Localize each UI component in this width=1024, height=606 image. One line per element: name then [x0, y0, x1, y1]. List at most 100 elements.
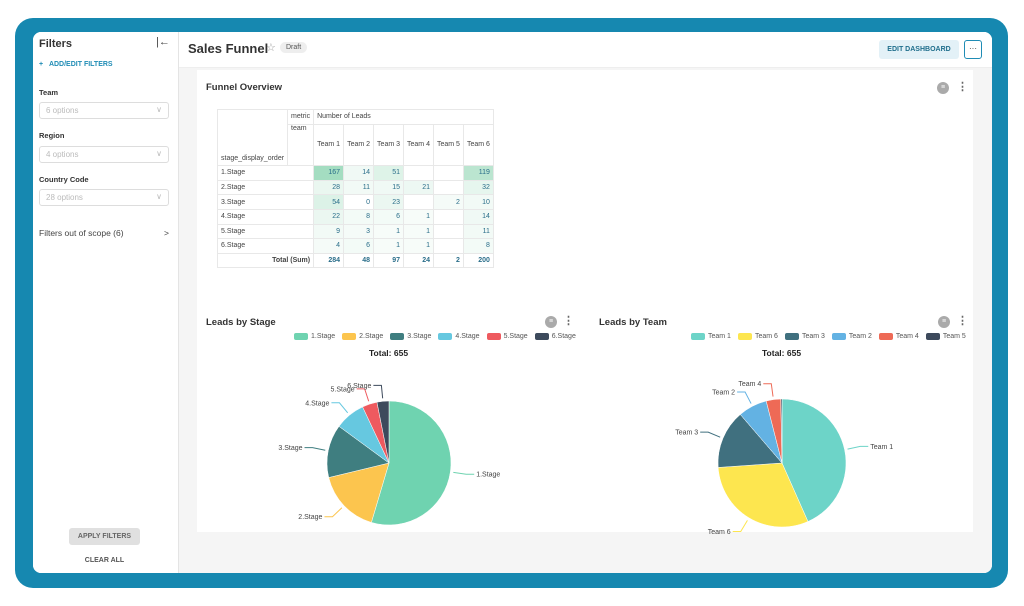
- legend-swatch: [925, 333, 940, 340]
- filter-icon[interactable]: ≡: [545, 316, 557, 328]
- legend-label: Team 3: [801, 333, 825, 340]
- leads-by-team-title: Leads by Team: [599, 317, 667, 328]
- pie-slice[interactable]: [717, 414, 783, 468]
- legend-item[interactable]: Team 1: [691, 333, 731, 340]
- legend-swatch: [831, 333, 846, 340]
- column-header: Team 6: [462, 123, 494, 167]
- chevron-down-icon: ∨: [156, 105, 162, 114]
- menu-dots-icon[interactable]: ⋮: [957, 315, 968, 327]
- pie-slice[interactable]: [781, 398, 847, 522]
- slice-label: 6.Stage: [347, 383, 371, 390]
- team-legend: Team 1 Team 6 Team 3 Team 2 Team 4 Team 5: [691, 333, 966, 340]
- legend-item[interactable]: Team 6: [737, 333, 778, 340]
- legend-item[interactable]: 3.Stage: [390, 333, 431, 340]
- region-select[interactable]: 4 options ∨: [39, 146, 169, 163]
- legend-item[interactable]: 6.Stage: [534, 333, 576, 340]
- apply-filters-button[interactable]: APPLY FILTERS: [69, 528, 140, 545]
- legend-label: Team 5: [942, 333, 966, 340]
- pie-slice[interactable]: [376, 400, 390, 464]
- legend-item[interactable]: Team 2: [831, 333, 872, 340]
- filters-title: Filters: [39, 38, 73, 50]
- filter-icon[interactable]: ≡: [938, 316, 950, 328]
- legend-swatch: [737, 333, 752, 340]
- legend-item[interactable]: Team 5: [925, 333, 966, 340]
- leader-line: [737, 391, 752, 404]
- legend-label: 6.Stage: [551, 333, 576, 340]
- leader-line: [763, 383, 774, 397]
- dashboard-title: Sales Funnel: [188, 41, 269, 56]
- add-filters-label: ADD/EDIT FILTERS: [48, 61, 113, 68]
- region-placeholder: 4 options: [46, 150, 79, 159]
- pie-slice[interactable]: [371, 400, 452, 526]
- legend-item[interactable]: 4.Stage: [438, 333, 480, 340]
- table-cell: 54: [313, 194, 345, 210]
- leader-line: [732, 520, 748, 533]
- leader-line: [453, 471, 475, 475]
- more-options-button[interactable]: ···: [964, 40, 982, 59]
- legend-item[interactable]: 5.Stage: [486, 333, 528, 340]
- pie-slice[interactable]: [780, 398, 783, 464]
- slice-label: Team 6: [708, 529, 731, 536]
- slice-label: Team 1: [870, 444, 893, 451]
- legend-item[interactable]: Team 3: [784, 333, 825, 340]
- legend-label: Team 4: [895, 333, 919, 340]
- slice-label: 5.Stage: [331, 386, 355, 393]
- table-cell: 28: [313, 179, 345, 196]
- legend-item[interactable]: 1.Stage: [294, 333, 335, 340]
- total-row: Total (Sum) 284 48 97 24 2 200: [216, 252, 494, 269]
- total-cell: 24: [403, 252, 434, 269]
- column-header: Team 2: [343, 123, 375, 167]
- table-row: 4.Stage 22 8 6 1 14: [216, 208, 494, 225]
- filter-icon[interactable]: ≡: [937, 82, 949, 94]
- menu-dots-icon[interactable]: ⋮: [957, 81, 968, 93]
- legend-item[interactable]: Team 4: [878, 333, 919, 340]
- table-row: 2.Stage 28 11 15 21 32: [216, 179, 494, 196]
- country-select[interactable]: 28 options ∨: [39, 189, 169, 206]
- add-edit-filters-button[interactable]: + ADD/EDIT FILTERS: [39, 61, 113, 68]
- slice-label: Team 3: [675, 430, 698, 437]
- chevron-down-icon: ∨: [156, 149, 162, 158]
- collapse-icon[interactable]: |←: [156, 36, 170, 48]
- filters-out-of-scope[interactable]: Filters out of scope (6) >: [39, 228, 169, 238]
- pie-slice[interactable]: [326, 425, 390, 478]
- table-cell: 9: [313, 223, 345, 240]
- legend-label: 2.Stage: [359, 333, 384, 340]
- chevron-down-icon: ∨: [156, 192, 162, 201]
- table-cell: 6: [373, 208, 405, 225]
- table-cell: 11: [343, 179, 375, 196]
- funnel-overview-title: Funnel Overview: [206, 82, 283, 93]
- legend-label: Team 2: [848, 333, 872, 340]
- star-icon[interactable]: ☆: [266, 42, 276, 54]
- legend-swatch: [534, 333, 549, 340]
- menu-dots-icon[interactable]: ⋮: [563, 315, 574, 327]
- pie-slice[interactable]: [328, 462, 390, 523]
- team-placeholder: 6 options: [46, 106, 79, 115]
- pie-slice[interactable]: [717, 462, 809, 528]
- legend-label: 1.Stage: [311, 333, 336, 340]
- edit-dashboard-button[interactable]: EDIT DASHBOARD: [879, 40, 959, 59]
- legend-item[interactable]: 2.Stage: [342, 333, 383, 340]
- scope-label: Filters out of scope (6): [39, 228, 124, 238]
- leader-line: [373, 384, 384, 399]
- table-cell: 119: [462, 165, 494, 181]
- team-select[interactable]: 6 options ∨: [39, 102, 169, 119]
- dashboard-main: Sales Funnel ☆ Draft EDIT DASHBOARD ··· …: [179, 32, 992, 573]
- legend-label: Team 6: [754, 333, 778, 340]
- legend-swatch: [486, 333, 501, 340]
- clear-all-button[interactable]: CLEAR ALL: [84, 557, 125, 564]
- status-badge: Draft: [280, 42, 308, 53]
- filter-label-country: Country Code: [39, 175, 89, 184]
- legend-swatch: [390, 333, 405, 340]
- pivot-table: metric Number of Leads team Team 1 Team 2 Te…: [216, 109, 494, 269]
- column-header: Team 4: [403, 123, 434, 167]
- leader-line: [356, 388, 370, 402]
- legend-label: Team 1: [708, 333, 731, 340]
- slice-label: 1.Stage: [476, 472, 500, 479]
- slice-label: 4.Stage: [305, 400, 329, 407]
- slice-label: 3.Stage: [278, 445, 302, 452]
- team-total: Total: 655: [762, 348, 802, 358]
- dashboard-header: Sales Funnel ☆ Draft EDIT DASHBOARD ···: [179, 32, 992, 68]
- column-header: Team 5: [432, 123, 464, 167]
- country-placeholder: 28 options: [46, 193, 83, 202]
